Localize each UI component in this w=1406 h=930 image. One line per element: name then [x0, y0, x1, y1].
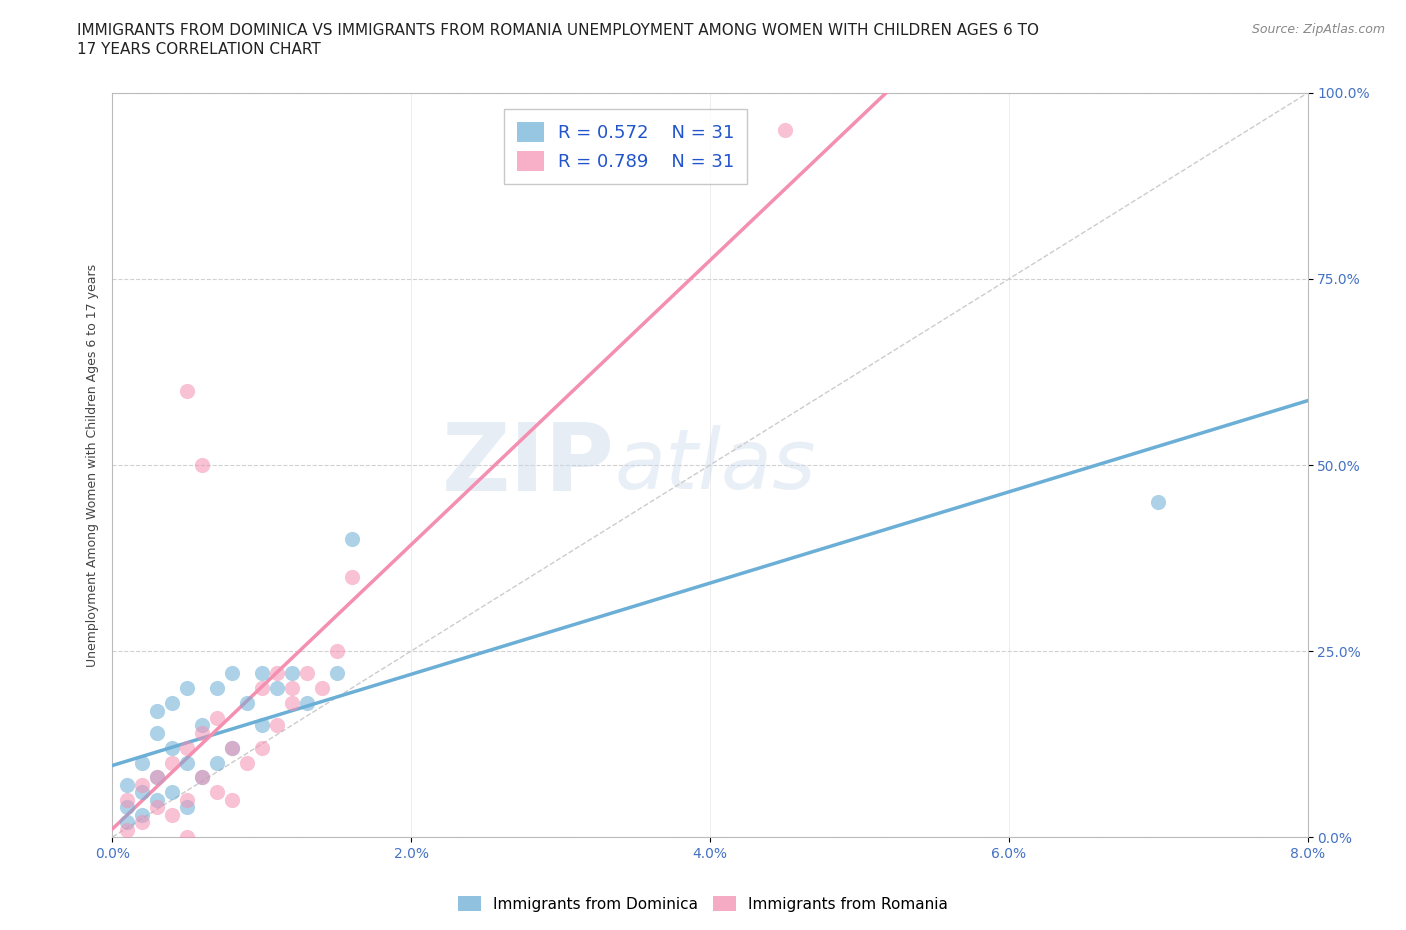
- Point: [146, 792, 169, 807]
- Point: [295, 666, 318, 681]
- Point: [146, 703, 169, 718]
- Point: [162, 755, 183, 770]
- Point: [221, 792, 243, 807]
- Point: [162, 740, 183, 755]
- Point: [131, 755, 153, 770]
- Point: [176, 830, 198, 844]
- Point: [250, 681, 273, 696]
- Point: [325, 666, 347, 681]
- Point: [162, 696, 183, 711]
- Point: [117, 800, 139, 815]
- Legend: Immigrants from Dominica, Immigrants from Romania: Immigrants from Dominica, Immigrants fro…: [451, 889, 955, 918]
- Point: [146, 770, 169, 785]
- Point: [295, 696, 318, 711]
- Point: [281, 666, 304, 681]
- Text: atlas: atlas: [614, 424, 815, 506]
- Text: Source: ZipAtlas.com: Source: ZipAtlas.com: [1251, 23, 1385, 36]
- Point: [773, 123, 796, 138]
- Point: [340, 569, 363, 584]
- Legend: R = 0.572    N = 31, R = 0.789    N = 31: R = 0.572 N = 31, R = 0.789 N = 31: [503, 110, 747, 183]
- Point: [205, 711, 228, 725]
- Point: [221, 666, 243, 681]
- Point: [266, 681, 288, 696]
- Point: [311, 681, 333, 696]
- Point: [191, 458, 214, 472]
- Point: [266, 718, 288, 733]
- Point: [176, 740, 198, 755]
- Point: [340, 532, 363, 547]
- Point: [205, 681, 228, 696]
- Point: [221, 740, 243, 755]
- Point: [325, 644, 347, 658]
- Point: [146, 770, 169, 785]
- Point: [191, 725, 214, 740]
- Point: [162, 807, 183, 822]
- Point: [176, 681, 198, 696]
- Text: IMMIGRANTS FROM DOMINICA VS IMMIGRANTS FROM ROMANIA UNEMPLOYMENT AMONG WOMEN WIT: IMMIGRANTS FROM DOMINICA VS IMMIGRANTS F…: [77, 23, 1039, 38]
- Text: 17 YEARS CORRELATION CHART: 17 YEARS CORRELATION CHART: [77, 42, 321, 57]
- Point: [117, 815, 139, 830]
- Point: [146, 725, 169, 740]
- Point: [281, 681, 304, 696]
- Point: [191, 770, 214, 785]
- Point: [205, 755, 228, 770]
- Point: [1147, 495, 1170, 510]
- Point: [131, 777, 153, 792]
- Point: [162, 785, 183, 800]
- Point: [176, 755, 198, 770]
- Point: [117, 777, 139, 792]
- Point: [176, 800, 198, 815]
- Point: [146, 800, 169, 815]
- Point: [191, 718, 214, 733]
- Point: [176, 383, 198, 398]
- Point: [236, 755, 259, 770]
- Point: [281, 696, 304, 711]
- Point: [221, 740, 243, 755]
- Text: ZIP: ZIP: [441, 419, 614, 511]
- Point: [236, 696, 259, 711]
- Point: [131, 785, 153, 800]
- Point: [117, 792, 139, 807]
- Y-axis label: Unemployment Among Women with Children Ages 6 to 17 years: Unemployment Among Women with Children A…: [86, 263, 98, 667]
- Point: [250, 718, 273, 733]
- Point: [250, 666, 273, 681]
- Point: [176, 792, 198, 807]
- Point: [266, 666, 288, 681]
- Point: [131, 807, 153, 822]
- Point: [191, 770, 214, 785]
- Point: [131, 815, 153, 830]
- Point: [205, 785, 228, 800]
- Point: [117, 822, 139, 837]
- Point: [250, 740, 273, 755]
